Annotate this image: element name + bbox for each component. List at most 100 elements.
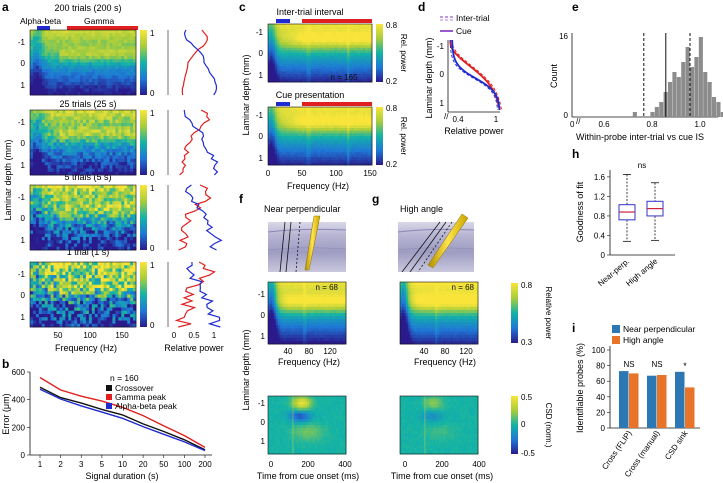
heatmap-cell	[59, 123, 63, 127]
heatmap-cell	[62, 268, 66, 273]
heatmap-25-trials	[29, 109, 137, 176]
heatmap-cell	[68, 204, 72, 209]
heatmap-cell	[283, 117, 287, 121]
heatmap-cell	[320, 154, 323, 158]
heatmap-cell	[88, 116, 93, 121]
heatmap-cell	[297, 24, 301, 28]
heatmap-cell	[30, 288, 34, 292]
heatmap-cell	[112, 116, 116, 121]
heatmap-cell	[279, 107, 282, 111]
heatmap-cell	[130, 323, 134, 328]
heatmap-cell	[295, 63, 298, 67]
heatmap-cell	[121, 204, 125, 209]
heatmap-cell	[74, 291, 78, 295]
heatmap-cell	[295, 159, 298, 163]
heatmap-cell	[290, 125, 294, 129]
heatmap-cell	[106, 243, 110, 248]
heatmap-cell	[100, 110, 105, 114]
heatmap-cell	[286, 74, 289, 78]
heatmap-cell	[91, 171, 96, 176]
heatmap-cell	[338, 114, 341, 118]
heatmap-cell	[53, 284, 57, 289]
heatmap-cell	[65, 30, 69, 34]
heatmap-cell	[133, 271, 137, 276]
heatmap-cell	[83, 314, 87, 318]
heatmap-cell	[83, 246, 87, 251]
heatmap-cell	[290, 76, 294, 80]
heatmap-cell	[268, 162, 271, 166]
heatmap-cell	[324, 114, 328, 118]
heatmap-cell	[44, 171, 49, 176]
heatmap-cell	[320, 159, 323, 163]
heatmap-cell	[53, 227, 57, 231]
heatmap-cell	[97, 142, 102, 147]
heatmap-cell	[270, 125, 273, 129]
heatmap-cell	[44, 271, 49, 276]
heatmap-cell	[360, 159, 364, 163]
heatmap-cell	[340, 47, 344, 51]
heatmap-cell	[308, 42, 312, 46]
heatmap-cell	[358, 112, 362, 116]
heatmap-cell	[56, 85, 60, 89]
heatmap-cell	[47, 113, 52, 117]
heatmap-cell	[44, 243, 49, 248]
heatmap-cell	[44, 310, 49, 315]
heatmap-cell	[41, 301, 46, 305]
heatmap-cell	[333, 141, 337, 145]
heatmap-cell	[306, 42, 310, 46]
heatmap-cell	[77, 155, 81, 160]
heatmap-cell	[83, 59, 87, 63]
heatmap-cell	[112, 224, 116, 228]
heatmap-cell	[133, 43, 137, 47]
heatmap-cell	[35, 132, 40, 137]
heatmap-cell	[118, 188, 122, 192]
heatmap-cell	[127, 297, 131, 302]
heatmap-cell	[272, 66, 276, 70]
heatmap-cell	[62, 227, 66, 231]
row-title-1: 1 trial (1 s)	[67, 247, 110, 257]
heatmap-cell	[333, 157, 337, 161]
heatmap-cell	[331, 31, 334, 35]
heatmap-cell	[338, 29, 341, 33]
heatmap-cell	[274, 162, 278, 166]
heatmap-cell	[59, 88, 63, 93]
heatmap-cell	[109, 85, 113, 89]
heatmap-cell	[335, 159, 339, 163]
heatmap-cell	[306, 130, 310, 134]
heatmap-cell	[351, 138, 355, 142]
heatmap-cell	[133, 191, 137, 196]
heatmap-cell	[130, 204, 134, 209]
heatmap-cell	[315, 128, 319, 132]
heatmap-cell	[272, 76, 276, 80]
heatmap-cell	[103, 158, 107, 163]
heatmap-cell	[347, 71, 350, 75]
heatmap-cell	[365, 130, 368, 134]
heatmap-cell	[41, 49, 46, 54]
heatmap-cell	[59, 217, 63, 222]
b-series-2	[39, 388, 206, 452]
heatmap-cell	[365, 60, 368, 64]
heatmap-cell	[317, 112, 321, 116]
heatmap-frame	[29, 261, 137, 328]
heatmap-cell	[83, 301, 87, 305]
heatmap-cell	[44, 201, 49, 205]
heatmap-cell	[77, 301, 81, 305]
heatmap-cell	[331, 114, 334, 118]
heatmap-cell	[313, 151, 316, 155]
heatmap-cell	[121, 171, 125, 176]
heatmap-cell	[315, 42, 319, 46]
heatmap-cell	[68, 152, 72, 156]
heatmap-cell	[353, 29, 357, 33]
heatmap-cell	[349, 146, 353, 150]
heatmap-cell	[283, 37, 287, 41]
heatmap-cell	[306, 37, 310, 41]
heatmap-cell	[133, 158, 137, 163]
heatmap-cell	[77, 323, 81, 328]
heatmap-cell	[103, 262, 107, 266]
heatmap-cell	[347, 55, 350, 59]
heatmap-cell	[369, 66, 373, 70]
heatmap-cell	[315, 149, 319, 153]
heatmap-cell	[85, 78, 90, 83]
heatmap-cell	[56, 297, 60, 302]
heatmap-cell	[109, 188, 113, 192]
